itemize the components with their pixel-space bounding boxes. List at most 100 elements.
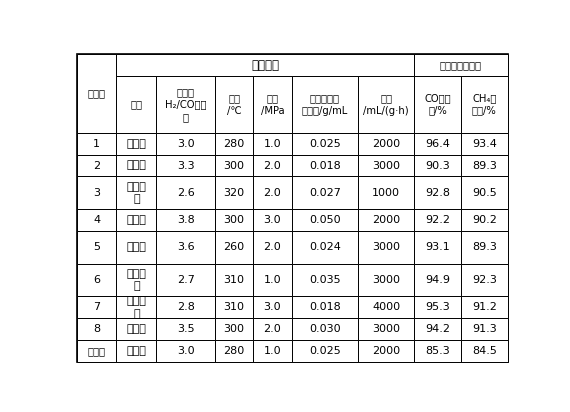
Text: 3.5: 3.5 (177, 324, 194, 334)
Text: 320: 320 (223, 188, 245, 198)
Bar (215, 318, 253, 340)
Text: 5: 5 (93, 242, 100, 252)
Text: 280: 280 (223, 139, 245, 149)
Text: 导热油: 导热油 (127, 161, 146, 171)
Bar (414, 209, 461, 231)
Bar (461, 231, 508, 264)
Text: 92.3: 92.3 (472, 275, 496, 285)
Bar (156, 340, 215, 362)
Text: 7: 7 (93, 302, 100, 312)
Bar (461, 318, 508, 340)
Text: 89.3: 89.3 (472, 161, 496, 171)
Bar (461, 297, 508, 318)
Bar (76, 318, 116, 340)
Text: 85.3: 85.3 (425, 346, 450, 356)
Text: 1.0: 1.0 (263, 346, 281, 356)
Bar (116, 231, 156, 264)
Text: 3.3: 3.3 (177, 161, 194, 171)
Text: 3.8: 3.8 (177, 215, 194, 225)
Bar (76, 133, 116, 154)
Bar (253, 264, 292, 297)
Bar (253, 297, 292, 318)
Bar (156, 297, 215, 318)
Text: 0.050: 0.050 (309, 215, 341, 225)
Text: 89.3: 89.3 (472, 242, 496, 252)
Bar (253, 176, 292, 209)
Bar (116, 154, 156, 176)
Text: 90.5: 90.5 (472, 188, 496, 198)
Bar (414, 297, 461, 318)
Bar (461, 76, 508, 133)
Text: 310: 310 (223, 302, 245, 312)
Text: 2.0: 2.0 (263, 161, 282, 171)
Bar (76, 231, 116, 264)
Bar (156, 133, 215, 154)
Bar (116, 297, 156, 318)
Bar (292, 318, 358, 340)
Bar (414, 318, 461, 340)
Bar (116, 340, 156, 362)
Text: 甲基硟
油: 甲基硟 油 (127, 296, 146, 318)
Text: 3: 3 (93, 188, 100, 198)
Text: 温度
/℃: 温度 /℃ (227, 93, 242, 116)
Bar (414, 231, 461, 264)
Text: 反应条件: 反应条件 (251, 59, 279, 72)
Bar (414, 154, 461, 176)
Bar (215, 264, 253, 297)
Bar (358, 297, 414, 318)
Bar (116, 264, 156, 297)
Text: 84.5: 84.5 (472, 346, 496, 356)
Bar (215, 297, 253, 318)
Text: 0.027: 0.027 (309, 188, 341, 198)
Text: 2000: 2000 (372, 139, 400, 149)
Text: 2.0: 2.0 (263, 242, 282, 252)
Text: 0.025: 0.025 (309, 139, 341, 149)
Text: 1000: 1000 (372, 188, 400, 198)
Text: 95.3: 95.3 (425, 302, 450, 312)
Text: 3.0: 3.0 (263, 302, 281, 312)
Bar (358, 340, 414, 362)
Bar (253, 76, 292, 133)
Text: 300: 300 (223, 215, 245, 225)
Text: 3.0: 3.0 (263, 215, 281, 225)
Bar (116, 76, 156, 133)
Bar (156, 231, 215, 264)
Bar (414, 176, 461, 209)
Bar (215, 76, 253, 133)
Text: 石腊烃: 石腊烃 (127, 139, 146, 149)
Text: 3000: 3000 (372, 161, 400, 171)
Bar (414, 54, 508, 76)
Bar (253, 154, 292, 176)
Bar (215, 133, 253, 154)
Text: 3.6: 3.6 (177, 242, 194, 252)
Text: CH₄选
择性/%: CH₄选 择性/% (472, 93, 496, 116)
Text: 94.9: 94.9 (425, 275, 450, 285)
Text: 催化剂评价结果: 催化剂评价结果 (440, 60, 482, 70)
Text: 90.2: 90.2 (472, 215, 496, 225)
Text: 压力
/MPa: 压力 /MPa (260, 93, 284, 116)
Bar (292, 340, 358, 362)
Text: 91.2: 91.2 (472, 302, 496, 312)
Text: CO转化
率/%: CO转化 率/% (424, 93, 451, 116)
Bar (414, 76, 461, 133)
Bar (76, 340, 116, 362)
Bar (414, 264, 461, 297)
Text: 3.0: 3.0 (177, 346, 194, 356)
Bar (253, 133, 292, 154)
Bar (76, 154, 116, 176)
Text: 导热油: 导热油 (127, 242, 146, 252)
Text: 2.8: 2.8 (177, 302, 194, 312)
Text: 1.0: 1.0 (263, 139, 281, 149)
Text: 93.4: 93.4 (472, 139, 496, 149)
Bar (215, 176, 253, 209)
Bar (292, 209, 358, 231)
Bar (461, 154, 508, 176)
Text: 0.025: 0.025 (309, 346, 341, 356)
Text: 2.0: 2.0 (263, 324, 282, 334)
Bar (292, 133, 358, 154)
Text: 6: 6 (93, 275, 100, 285)
Bar (253, 318, 292, 340)
Bar (292, 297, 358, 318)
Text: 对比例: 对比例 (88, 346, 105, 356)
Bar (156, 264, 215, 297)
